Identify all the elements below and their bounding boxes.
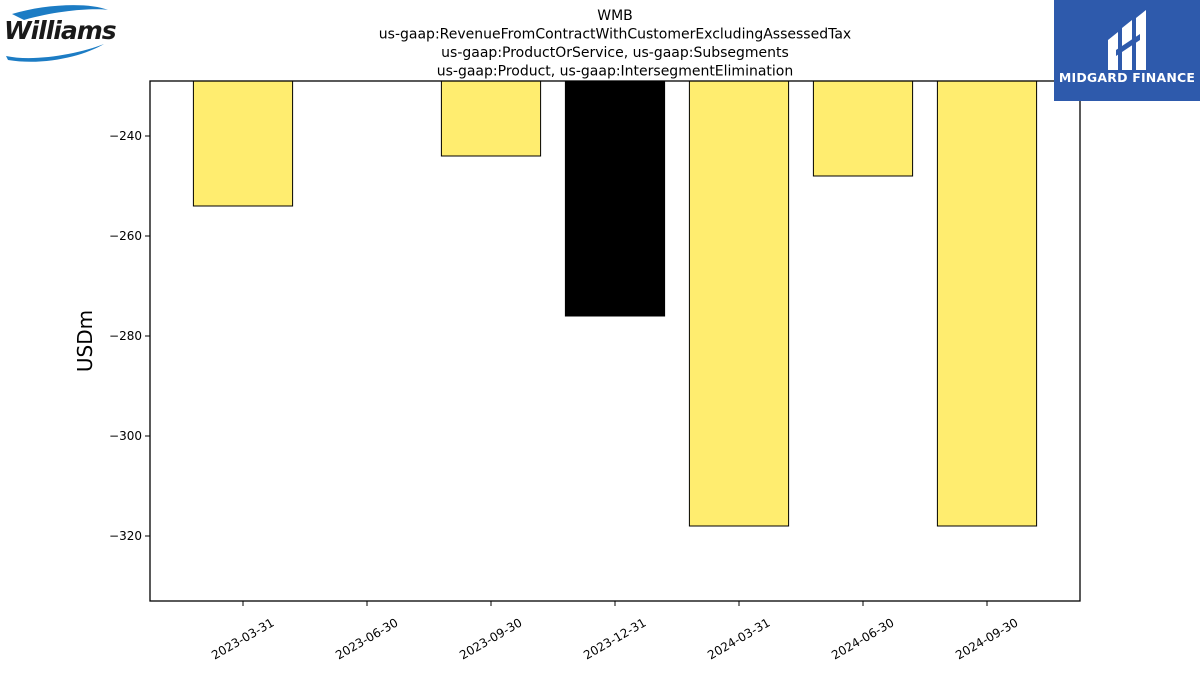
bars-group xyxy=(192,81,1038,527)
chart-title-line: WMB xyxy=(597,8,633,24)
midgard-wordmark: MIDGARD FINANCE xyxy=(1058,70,1196,85)
chart-title-line: us-gaap:ProductOrService, us-gaap:Subseg… xyxy=(441,45,789,61)
x-tick-label: 2024-06-30 xyxy=(829,615,896,662)
williams-swoosh-icon xyxy=(6,5,108,62)
x-tick-label: 2024-03-31 xyxy=(705,615,772,662)
y-tick-label: −280 xyxy=(109,329,142,343)
y-tick-label: −300 xyxy=(109,429,142,443)
midgard-mark-icon xyxy=(1108,10,1146,70)
y-tick-label: −320 xyxy=(109,529,142,543)
williams-wordmark: Williams xyxy=(4,16,117,45)
bar xyxy=(192,81,294,207)
y-axis-label: USDm xyxy=(73,310,97,372)
bar xyxy=(440,81,542,157)
x-axis: 2023-03-31 2023-06-30 2023-09-30 2023-12-31… xyxy=(209,601,1021,662)
y-tick-label: −240 xyxy=(109,129,142,143)
y-axis: −240 −260 −280 −300 −320 xyxy=(109,129,150,543)
bar xyxy=(812,81,914,177)
x-tick-label: 2023-06-30 xyxy=(333,615,400,662)
x-tick-label: 2023-09-30 xyxy=(457,615,524,662)
x-tick-label: 2024-09-30 xyxy=(953,615,1020,662)
williams-logo: Williams xyxy=(4,4,118,66)
bar xyxy=(688,81,790,527)
bar xyxy=(564,81,666,317)
x-tick-label: 2023-03-31 xyxy=(209,615,276,662)
midgard-finance-logo: MIDGARD FINANCE xyxy=(1054,0,1200,101)
chart-title: WMB us-gaap:RevenueFromContractWithCustom… xyxy=(379,8,851,80)
chart-title-line: us-gaap:Product, us-gaap:IntersegmentEli… xyxy=(437,64,793,80)
x-tick-label: 2023-12-31 xyxy=(581,615,648,662)
bar xyxy=(936,81,1038,527)
chart-title-line: us-gaap:RevenueFromContractWithCustomerE… xyxy=(379,27,851,43)
y-tick-label: −260 xyxy=(109,229,142,243)
